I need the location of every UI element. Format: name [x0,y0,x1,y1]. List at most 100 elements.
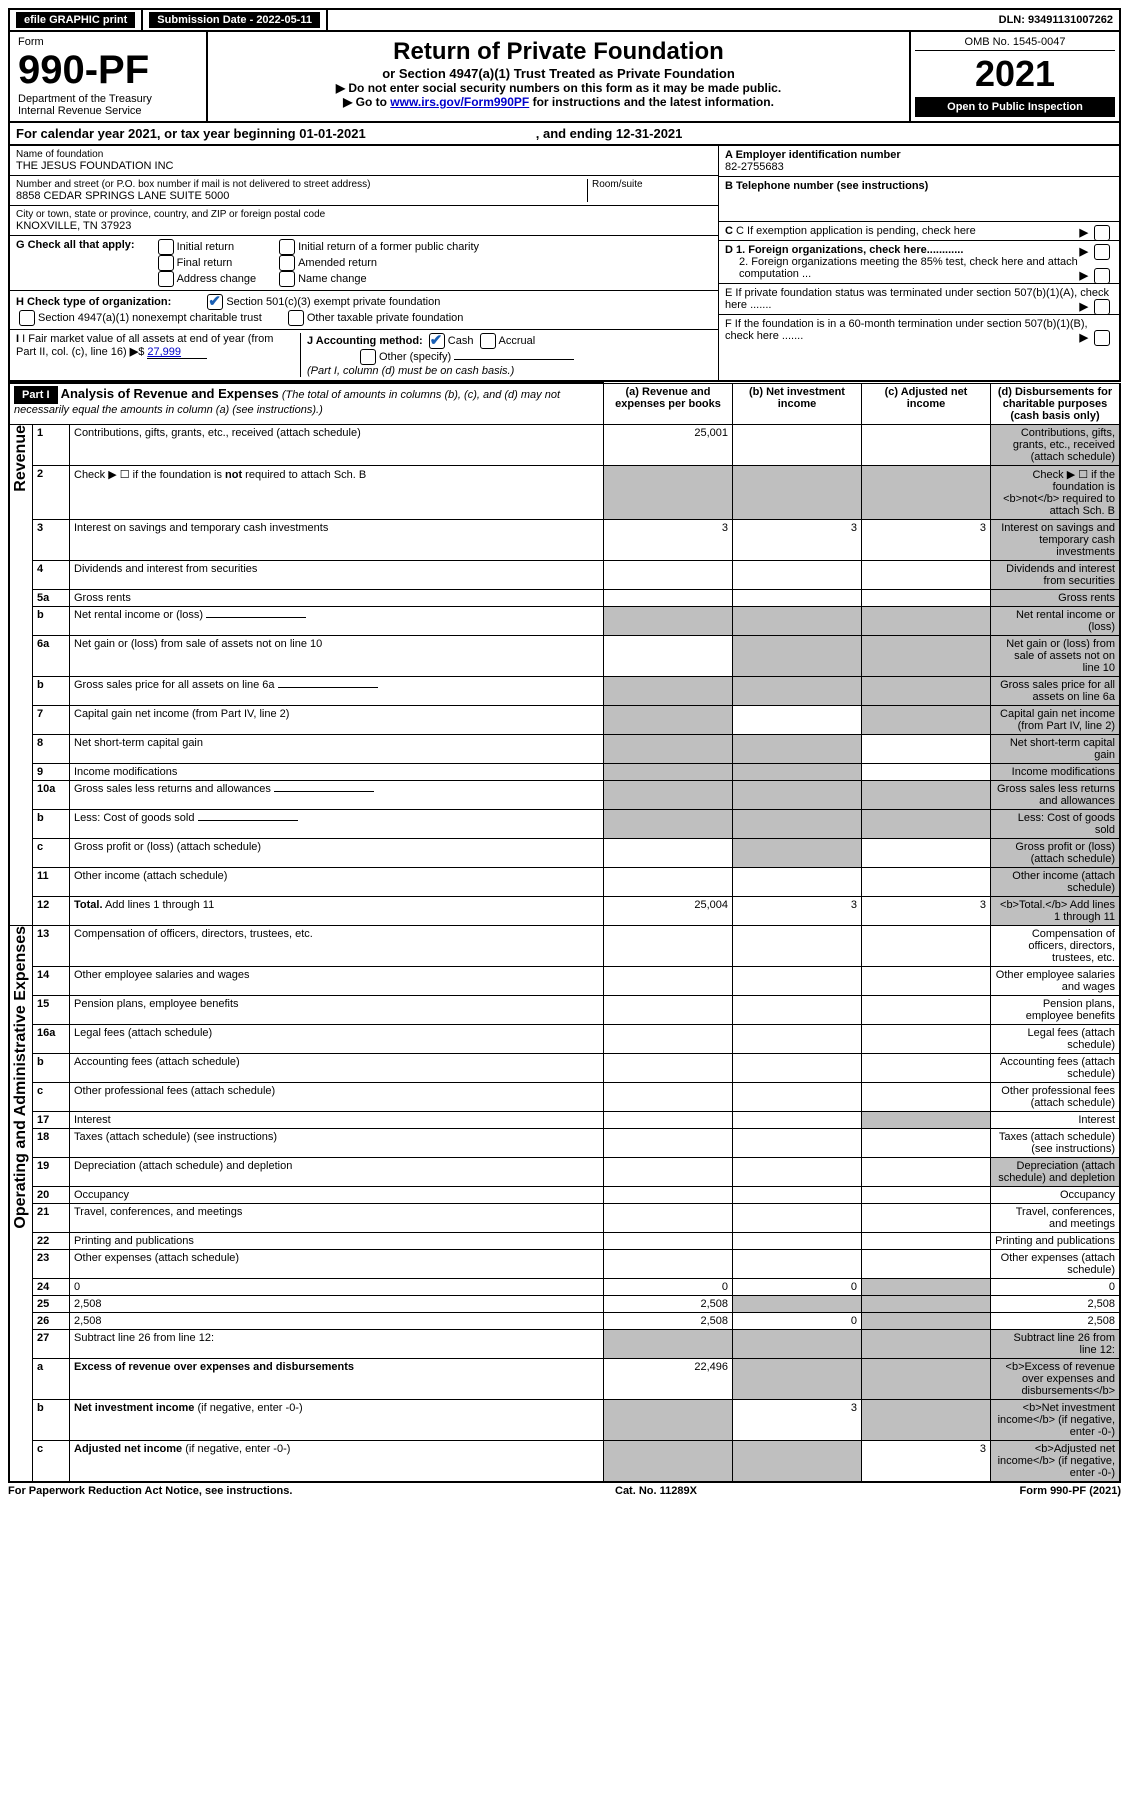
col-a-hdr: (a) Revenue and expenses per books [604,383,733,424]
chk-amended[interactable] [279,255,295,271]
chk-d1[interactable] [1094,244,1110,260]
table-row: 10aGross sales less returns and allowanc… [9,780,1120,809]
instructions-link[interactable]: www.irs.gov/Form990PF [390,95,529,109]
chk-address-change[interactable] [158,271,174,287]
table-row: Revenue1Contributions, gifts, grants, et… [9,424,1120,465]
chk-c[interactable] [1094,225,1110,241]
irs: Internal Revenue Service [18,105,198,117]
col-c-hdr: (c) Adjusted net income [862,383,991,424]
foundation-name: THE JESUS FOUNDATION INC [16,160,712,172]
section-f: F If the foundation is in a 60-month ter… [719,315,1119,345]
table-row: 11Other income (attach schedule)Other in… [9,867,1120,896]
chk-e[interactable] [1094,299,1110,315]
street-address: 8858 CEDAR SPRINGS LANE SUITE 5000 [16,190,587,202]
table-row: 4Dividends and interest from securitiesD… [9,560,1120,589]
footer-left: For Paperwork Reduction Act Notice, see … [8,1485,292,1497]
table-row: 3Interest on savings and temporary cash … [9,519,1120,560]
chk-final-return[interactable] [158,255,174,271]
table-row: Operating and Administrative Expenses13C… [9,925,1120,966]
efile-btn[interactable]: efile GRAPHIC print [10,10,143,30]
table-row: cAdjusted net income (if negative, enter… [9,1440,1120,1482]
table-row: 15Pension plans, employee benefitsPensio… [9,995,1120,1024]
section-d: D 1. Foreign organizations, check here..… [719,241,1119,284]
expenses-section-label: Operating and Administrative Expenses [10,926,32,1229]
instr-2: ▶ Go to www.irs.gov/Form990PF for instru… [220,95,897,109]
form-word: Form [18,36,198,48]
table-row: 27Subtract line 26 from line 12:Subtract… [9,1329,1120,1358]
chk-4947a1[interactable] [19,310,35,326]
table-row: 262,5082,50802,508 [9,1312,1120,1329]
form-number: 990-PF [18,48,198,93]
name-label: Name of foundation [16,149,712,160]
table-row: 20OccupancyOccupancy [9,1186,1120,1203]
table-row: bLess: Cost of goods sold Less: Cost of … [9,809,1120,838]
table-row: bAccounting fees (attach schedule)Accoun… [9,1053,1120,1082]
subtitle: or Section 4947(a)(1) Trust Treated as P… [220,66,897,81]
table-row: 22Printing and publicationsPrinting and … [9,1232,1120,1249]
open-public: Open to Public Inspection [915,97,1115,117]
table-row: aExcess of revenue over expenses and dis… [9,1358,1120,1399]
identification-area: Name of foundation THE JESUS FOUNDATION … [8,146,1121,382]
chk-d2[interactable] [1094,268,1110,284]
table-row: 8Net short-term capital gainNet short-te… [9,734,1120,763]
table-row: cOther professional fees (attach schedul… [9,1082,1120,1111]
chk-accrual[interactable] [480,333,496,349]
table-row: 240000 [9,1278,1120,1295]
table-row: 19Depreciation (attach schedule) and dep… [9,1157,1120,1186]
city-label: City or town, state or province, country… [16,209,712,220]
chk-initial-former[interactable] [279,239,295,255]
room-label: Room/suite [592,179,712,190]
fmv-link[interactable]: 27,999 [147,346,207,359]
chk-501c3[interactable] [207,294,223,310]
table-row: bNet investment income (if negative, ent… [9,1399,1120,1440]
chk-other-taxable[interactable] [288,310,304,326]
table-row: 18Taxes (attach schedule) (see instructi… [9,1128,1120,1157]
table-row: 7Capital gain net income (from Part IV, … [9,705,1120,734]
table-row: 2Check ▶ ☐ if the foundation is not requ… [9,465,1120,519]
section-i: I I Fair market value of all assets at e… [16,333,301,377]
chk-other-method[interactable] [360,349,376,365]
part1-title: Analysis of Revenue and Expenses [61,386,279,401]
table-row: 5aGross rentsGross rents [9,589,1120,606]
section-h: H Check type of organization: Section 50… [10,291,718,330]
city-state-zip: KNOXVILLE, TN 37923 [16,220,712,232]
table-row: 6aNet gain or (loss) from sale of assets… [9,635,1120,676]
chk-f[interactable] [1094,330,1110,346]
table-row: 17InterestInterest [9,1111,1120,1128]
table-row: 23Other expenses (attach schedule)Other … [9,1249,1120,1278]
section-c: C C If exemption application is pending,… [719,222,1119,241]
table-row: 21Travel, conferences, and meetingsTrave… [9,1203,1120,1232]
footer: For Paperwork Reduction Act Notice, see … [8,1483,1121,1497]
omb-no: OMB No. 1545-0047 [915,36,1115,51]
section-j: J Accounting method: Cash Accrual Other … [301,333,712,377]
ein-value: 82-2755683 [725,161,1113,173]
instr-1: ▶ Do not enter social security numbers o… [220,81,897,95]
section-e: E If private foundation status was termi… [719,284,1119,315]
topbar: efile GRAPHIC print Submission Date - 20… [8,8,1121,32]
table-row: bNet rental income or (loss) Net rental … [9,606,1120,635]
table-row: bGross sales price for all assets on lin… [9,676,1120,705]
phone-label: B Telephone number (see instructions) [725,180,1113,192]
table-row: 16aLegal fees (attach schedule)Legal fee… [9,1024,1120,1053]
table-row: 9Income modificationsIncome modification… [9,763,1120,780]
part1-label: Part I [14,386,58,404]
addr-label: Number and street (or P.O. box number if… [16,179,587,190]
dept: Department of the Treasury [18,93,198,105]
calendar-year-row: For calendar year 2021, or tax year begi… [8,123,1121,146]
form-header: Form 990-PF Department of the Treasury I… [8,32,1121,123]
ein-label: A Employer identification number [725,149,1113,161]
dln: DLN: 93491131007262 [993,10,1119,30]
section-g: G Check all that apply: Initial return F… [10,236,718,291]
submission-date: Submission Date - 2022-05-11 [143,10,328,30]
footer-right: Form 990-PF (2021) [1020,1485,1122,1497]
chk-name-change[interactable] [279,271,295,287]
table-row: cGross profit or (loss) (attach schedule… [9,838,1120,867]
table-row: 12Total. Add lines 1 through 1125,00433<… [9,896,1120,925]
col-b-hdr: (b) Net investment income [733,383,862,424]
chk-initial-return[interactable] [158,239,174,255]
chk-cash[interactable] [429,333,445,349]
tax-year: 2021 [915,53,1115,95]
part1-table: Part I Analysis of Revenue and Expenses … [8,382,1121,1483]
table-row: 252,5082,5082,508 [9,1295,1120,1312]
col-d-hdr: (d) Disbursements for charitable purpose… [991,383,1121,424]
